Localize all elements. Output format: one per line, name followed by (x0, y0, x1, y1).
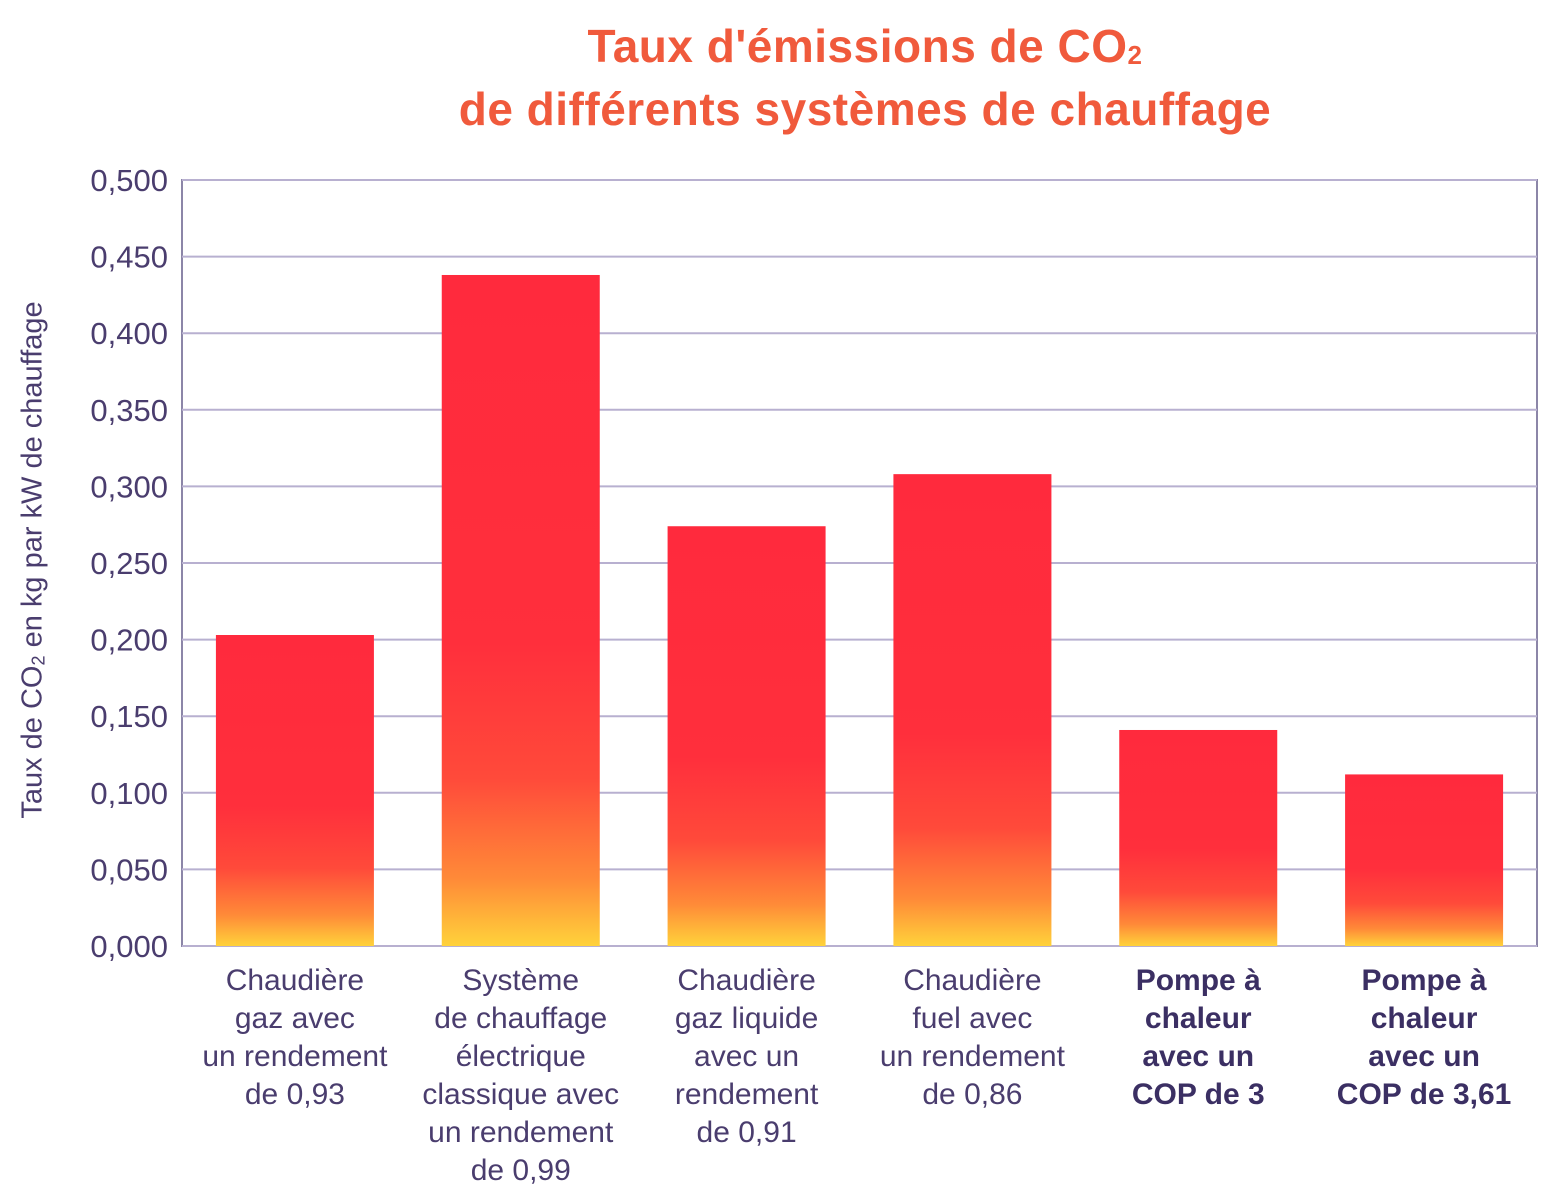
y-tick-label: 0,200 (90, 623, 168, 658)
category-label-line: rendement (674, 1078, 819, 1111)
bar-3 (667, 526, 826, 946)
category-label-2: Système de chauffage électrique classique a… (401, 962, 641, 1190)
category-label-line: classique avec (422, 1078, 620, 1111)
category-label-line: un rendement (428, 1116, 614, 1149)
y-tick-label: 0,050 (90, 852, 168, 887)
category-label-line: de 0,93 (244, 1078, 345, 1111)
category-label-line: Pompe à (1361, 964, 1487, 997)
category-label-line: de 0,91 (696, 1116, 797, 1149)
category-label-line: Système (462, 964, 580, 997)
y-tick-label: 0,100 (90, 776, 168, 811)
category-label-line: chaleur (1370, 1002, 1478, 1035)
category-label-line: fuel avec (912, 1002, 1033, 1035)
category-label-4: Chaudière fuel avec un rendement de 0,86 (852, 962, 1092, 1114)
y-tick-label: 0,450 (90, 240, 168, 275)
chart-title: Taux d'émissions de CO2 de différents sy… (300, 18, 1430, 137)
category-label-line: gaz liquide (674, 1002, 819, 1035)
category-label-line: COP de 3,61 (1336, 1078, 1512, 1111)
category-label-line: avec un (1368, 1040, 1480, 1073)
category-label-line: un rendement (879, 1040, 1065, 1073)
y-tick-label: 0,400 (90, 316, 168, 351)
y-tick-label: 0,150 (90, 699, 168, 734)
bar-5 (1119, 729, 1278, 946)
bar-6 (1345, 774, 1504, 946)
category-label-line: Chaudière (225, 964, 365, 997)
y-tick-label: 0,350 (90, 393, 168, 428)
category-label-line: gaz avec (234, 1002, 355, 1035)
y-tick-label: 0,500 (90, 163, 168, 198)
category-label-line: de chauffage (434, 1002, 608, 1035)
category-label-line: Pompe à (1135, 964, 1261, 997)
category-label-1: Chaudière gaz avec un rendement de 0,93 (175, 962, 415, 1114)
category-label-line: électrique (455, 1040, 586, 1073)
y-tick-label: 0,300 (90, 469, 168, 504)
category-label-line: un rendement (202, 1040, 388, 1073)
y-tick-label: 0,000 (90, 929, 168, 964)
category-label-line: avec un (694, 1040, 800, 1073)
chart-title-line-2: de différents systèmes de chauffage (458, 83, 1272, 135)
chart-title-line-1: Taux d'émissions de CO2 (587, 20, 1143, 72)
category-label-line: de 0,99 (470, 1154, 571, 1187)
bar-1 (215, 635, 374, 946)
category-label-line: Chaudière (677, 964, 816, 997)
bar-2 (441, 274, 600, 946)
category-label-5: Pompe à chaleur avec un COP de 3 (1078, 962, 1318, 1114)
y-tick-label: 0,250 (90, 546, 168, 581)
bar-4 (893, 474, 1052, 946)
category-label-line: COP de 3 (1131, 1078, 1265, 1111)
category-label-line: Chaudière (903, 964, 1042, 997)
category-label-line: chaleur (1144, 1002, 1252, 1035)
category-label-line: de 0,86 (922, 1078, 1023, 1111)
category-label-6: Pompe à chaleur avec un COP de 3,61 (1304, 962, 1544, 1114)
category-label-line: avec un (1142, 1040, 1255, 1073)
category-label-3: Chaudière gaz liquide avec un rendement de 0… (627, 962, 867, 1152)
